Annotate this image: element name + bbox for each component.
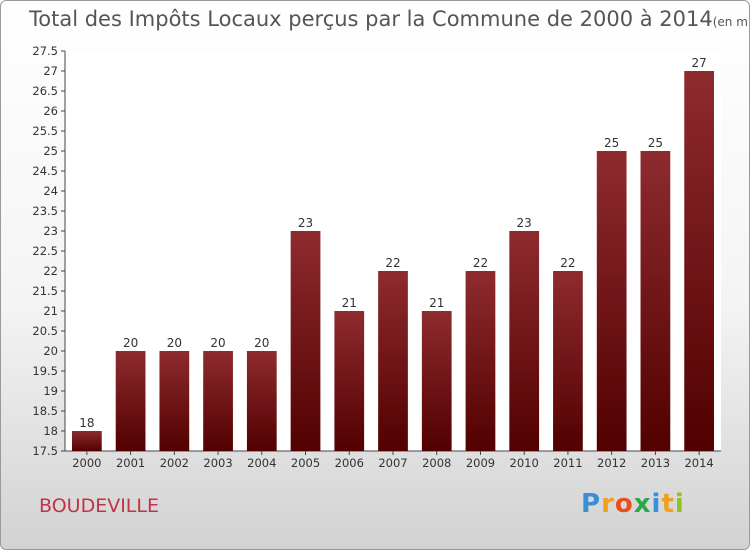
y-tick-label: 20: [43, 344, 58, 358]
bar-2007: [378, 271, 408, 451]
x-tick-label-2005: 2005: [291, 456, 320, 470]
logo-letter: r: [601, 489, 615, 519]
bar-2004: [246, 351, 277, 451]
y-tick-label: 22: [43, 264, 58, 278]
bar-2001: [115, 351, 146, 451]
chart-title: Total des Impôts Locaux perçus par la Co…: [29, 7, 750, 31]
bar-2002: [159, 351, 190, 451]
y-tick-label: 19.5: [32, 364, 58, 378]
x-tick-label-2011: 2011: [553, 456, 582, 470]
chart-title-unit: (en milliers d'€): [712, 15, 750, 29]
data-label-2000: 18: [79, 416, 94, 430]
y-tick-label: 18: [43, 424, 58, 438]
bar-2006: [334, 311, 365, 451]
bar-2014: [684, 71, 715, 451]
data-label-2003: 20: [210, 336, 225, 350]
y-tick-label: 21: [43, 304, 58, 318]
x-tick-label-2001: 2001: [116, 456, 145, 470]
y-tick-label: 24.5: [32, 164, 58, 178]
data-label-2006: 21: [342, 296, 357, 310]
commune-name: BOUDEVILLE: [39, 495, 159, 517]
x-tick-label-2000: 2000: [72, 456, 101, 470]
x-tick-label-2014: 2014: [684, 456, 713, 470]
data-label-2007: 22: [385, 256, 400, 270]
y-tick-label: 19: [43, 384, 58, 398]
bar-2008: [421, 311, 452, 451]
bar-2013: [640, 151, 671, 451]
logo-letter: i: [674, 489, 685, 519]
y-tick-label: 24: [43, 184, 58, 198]
x-tick-label-2013: 2013: [641, 456, 670, 470]
y-tick-label: 26: [43, 104, 58, 118]
bar-2000: [71, 431, 102, 451]
chart-title-main: Total des Impôts Locaux perçus par la Co…: [29, 7, 713, 31]
x-tick-label-2009: 2009: [466, 456, 495, 470]
y-tick-label: 25.5: [32, 124, 58, 138]
y-tick-label: 22.5: [32, 244, 58, 258]
bar-2005: [290, 231, 321, 451]
data-label-2001: 20: [123, 336, 138, 350]
y-tick-label: 20.5: [32, 324, 58, 338]
logo-letter: i: [651, 489, 662, 519]
logo-letter: x: [633, 489, 652, 519]
x-tick-label-2002: 2002: [160, 456, 189, 470]
y-tick-label: 26.5: [32, 84, 58, 98]
y-tick-label: 17.5: [32, 444, 58, 458]
x-tick-label-2007: 2007: [378, 456, 407, 470]
y-tick-label: 27.5: [32, 44, 58, 58]
data-label-2004: 20: [254, 336, 269, 350]
proxiti-logo: Proxiti: [581, 489, 685, 519]
data-label-2002: 20: [167, 336, 182, 350]
x-tick-label-2004: 2004: [247, 456, 276, 470]
x-tick-label-2003: 2003: [203, 456, 232, 470]
data-label-2011: 22: [560, 256, 575, 270]
x-tick-label-2006: 2006: [335, 456, 364, 470]
logo-letter: P: [581, 489, 602, 519]
bar-2009: [465, 271, 496, 451]
y-tick-label: 23.5: [32, 204, 58, 218]
data-label-2014: 27: [691, 56, 706, 70]
bar-2011: [553, 271, 583, 451]
data-label-2010: 23: [517, 216, 532, 230]
data-label-2005: 23: [298, 216, 313, 230]
data-label-2012: 25: [604, 136, 619, 150]
bar-2012: [596, 151, 627, 451]
y-tick-label: 18.5: [32, 404, 58, 418]
y-tick-label: 27: [43, 64, 58, 78]
x-tick-label-2010: 2010: [510, 456, 539, 470]
x-tick-label-2012: 2012: [597, 456, 626, 470]
y-tick-label: 25: [43, 144, 58, 158]
logo-letter: t: [661, 489, 675, 519]
x-tick-label-2008: 2008: [422, 456, 451, 470]
bar-2010: [509, 231, 540, 451]
data-label-2013: 25: [648, 136, 663, 150]
y-tick-label: 21.5: [32, 284, 58, 298]
data-label-2009: 22: [473, 256, 488, 270]
y-tick-label: 23: [43, 224, 58, 238]
data-label-2008: 21: [429, 296, 444, 310]
bar-2003: [203, 351, 233, 451]
logo-letter: o: [614, 489, 634, 519]
